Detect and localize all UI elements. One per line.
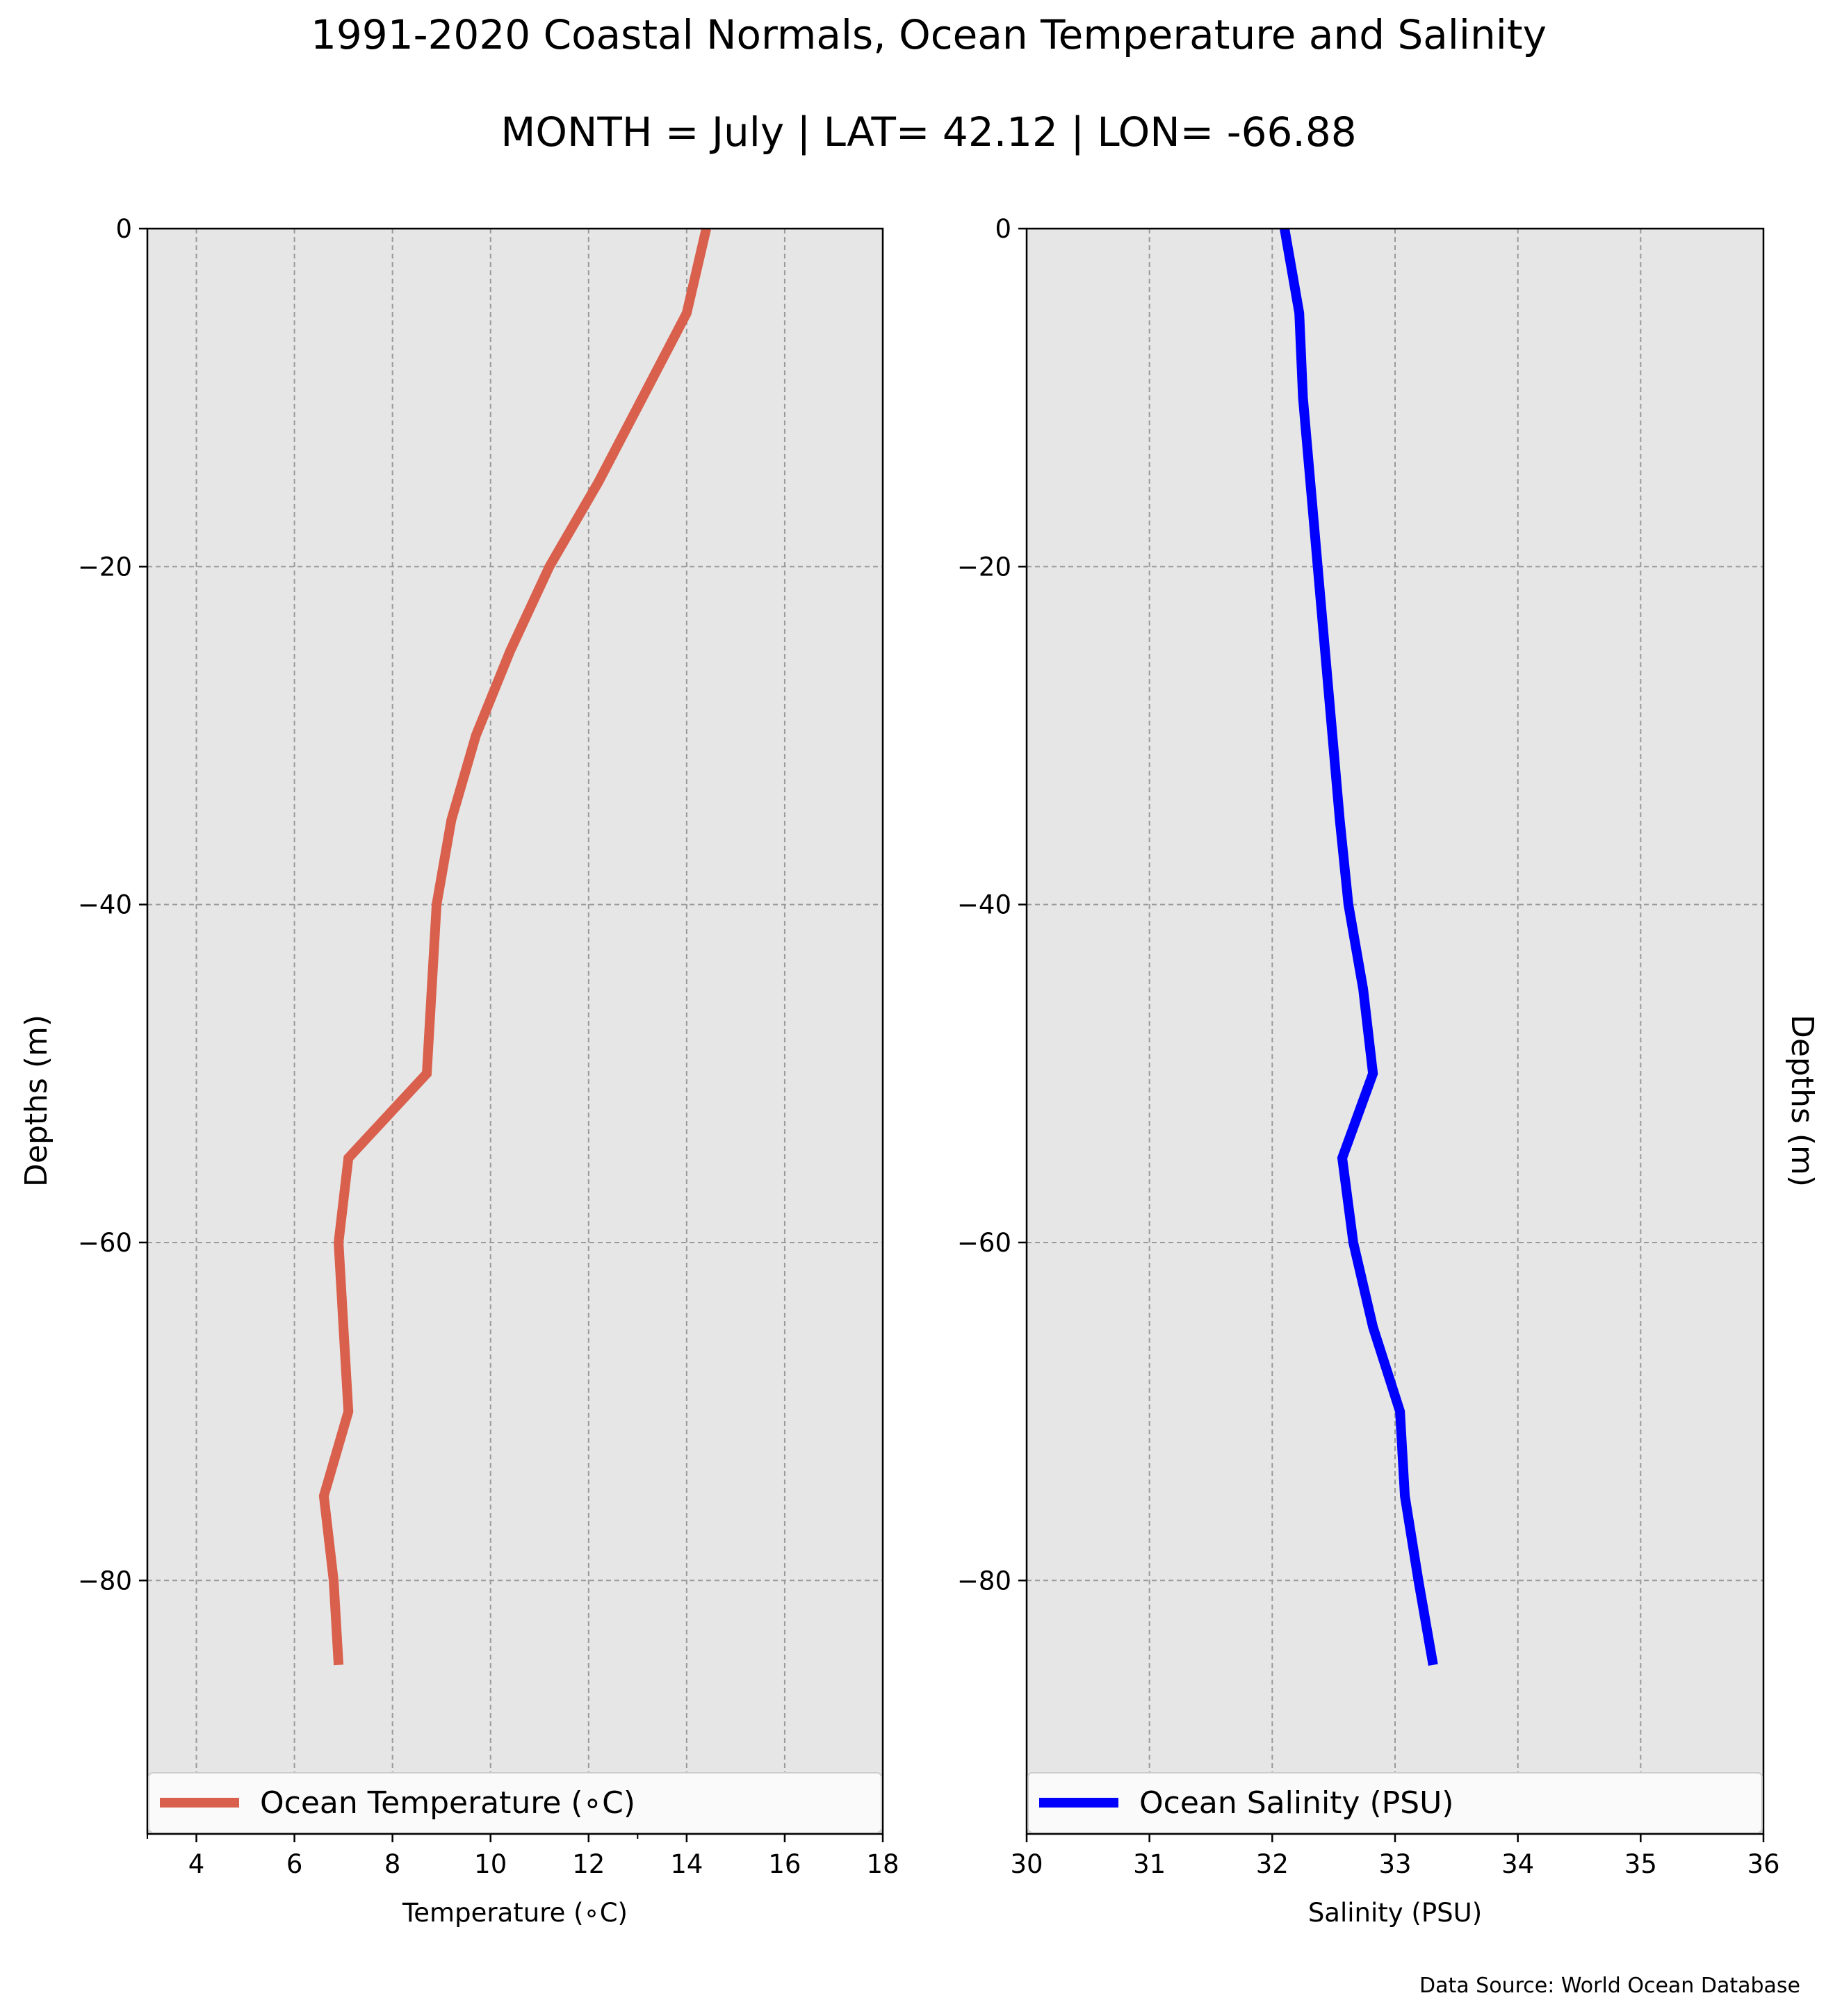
temperature-x-tick-label: 12 xyxy=(572,1849,605,1879)
temperature-legend: Ocean Temperature (∘C) xyxy=(148,1772,882,1833)
temperature-series-line xyxy=(318,227,711,1666)
salinity-y-axis-label: Depths (m) xyxy=(1784,1015,1820,1187)
salinity-y-tick-label: 0 xyxy=(995,214,1011,244)
chart-title: 1991-2020 Coastal Normals, Ocean Tempera… xyxy=(311,11,1547,58)
salinity-legend: Ocean Salinity (PSU) xyxy=(1027,1772,1763,1833)
temperature-x-tick-label: 10 xyxy=(474,1849,507,1879)
data-source-note: Data Source: World Ocean Database xyxy=(1419,1974,1800,1998)
salinity-x-tick-label: 31 xyxy=(1133,1849,1166,1879)
temperature-y-tick-label: −20 xyxy=(78,552,132,582)
temperature-axes-frame xyxy=(146,227,884,1835)
chart-subtitle: MONTH = July | LAT= 42.12 | LON= -66.88 xyxy=(500,108,1356,156)
salinity-y-tick-label: −80 xyxy=(957,1566,1011,1596)
panels-group: 4 6 8 10 12 14 16 18 0 −20 −40 −60 −80 Temperature (∘… xyxy=(19,214,1820,1928)
salinity-x-tick-label: 36 xyxy=(1747,1849,1779,1879)
temperature-y-tick-label: −60 xyxy=(78,1228,132,1258)
salinity-y-tick-label: −40 xyxy=(957,890,1011,920)
temperature-plot-area xyxy=(147,229,883,1834)
salinity-x-axis-label: Salinity (PSU) xyxy=(1308,1898,1482,1928)
salinity-y-tick-label: −60 xyxy=(957,1228,1011,1258)
salinity-x-tick-label: 34 xyxy=(1501,1849,1534,1879)
temperature-legend-box xyxy=(148,1772,882,1833)
temperature-x-tick-label: 6 xyxy=(286,1849,303,1879)
temperature-x-tick-label: 4 xyxy=(188,1849,205,1879)
temperature-x-tick-label: 8 xyxy=(384,1849,401,1879)
salinity-x-tick-label: 32 xyxy=(1256,1849,1289,1879)
temperature-gridlines xyxy=(147,228,883,1834)
salinity-legend-box xyxy=(1027,1772,1763,1833)
salinity-series-line xyxy=(1280,227,1438,1666)
salinity-legend-label: Ocean Salinity (PSU) xyxy=(1139,1785,1453,1821)
temperature-y-tick-label: −80 xyxy=(78,1566,132,1596)
salinity-x-tick-label: 35 xyxy=(1624,1849,1657,1879)
salinity-x-tick-label: 33 xyxy=(1378,1849,1411,1879)
temperature-x-tick-label: 14 xyxy=(670,1849,703,1879)
temperature-y-axis-label: Depths (m) xyxy=(19,1015,54,1187)
salinity-y-tick-label: −20 xyxy=(957,552,1011,582)
panel-temperature: 4 6 8 10 12 14 16 18 0 −20 −40 −60 −80 Temperature (∘… xyxy=(19,214,899,1928)
panel-salinity: 30 31 32 33 34 35 36 0 −20 −40 −60 −80 Salinity (PSU… xyxy=(957,214,1820,1928)
temperature-x-axis-label: Temperature (∘C) xyxy=(402,1898,628,1928)
temperature-y-tick-label: 0 xyxy=(115,214,132,244)
temperature-x-tick-label: 16 xyxy=(768,1849,801,1879)
temperature-x-tick-label: 18 xyxy=(866,1849,899,1879)
salinity-x-tick-label: 30 xyxy=(1010,1849,1043,1879)
temperature-legend-label: Ocean Temperature (∘C) xyxy=(260,1785,635,1821)
temperature-y-tick-label: −40 xyxy=(78,890,132,920)
